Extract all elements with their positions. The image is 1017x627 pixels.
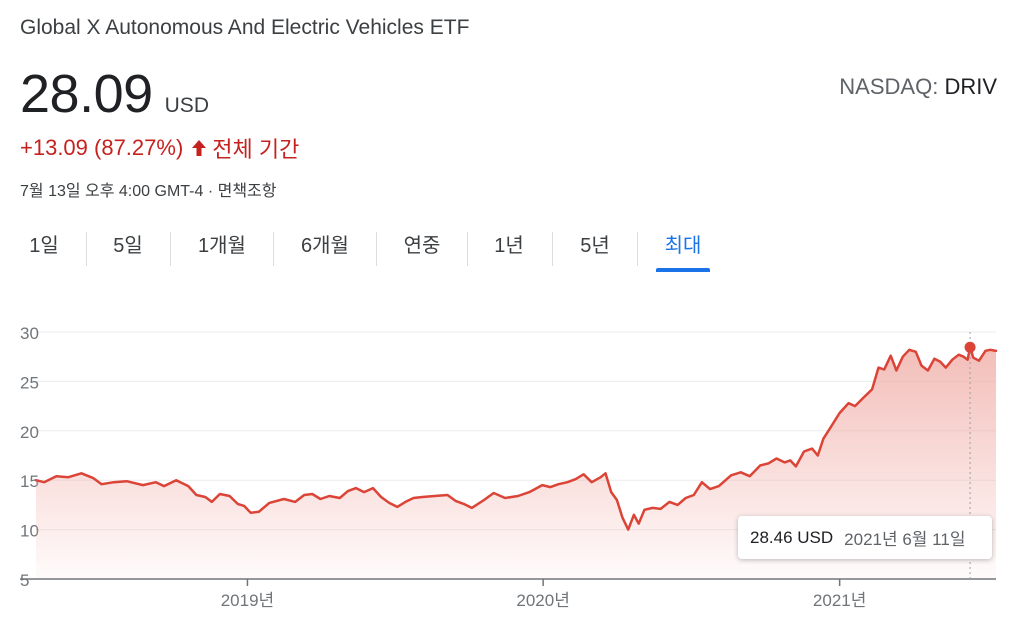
- tooltip-date: 2021년 6월 11일: [844, 530, 966, 549]
- current-price: 28.09: [20, 64, 153, 124]
- tab-divider: [637, 232, 638, 266]
- tab-1-month[interactable]: 1개월: [198, 235, 246, 257]
- price-row: 28.09 USD: [20, 63, 209, 125]
- tooltip-price: 28.46 USD: [750, 527, 834, 547]
- x-tick-label: 2020년: [516, 591, 569, 610]
- tab-divider: [170, 232, 171, 266]
- tab-5-days[interactable]: 5일: [113, 235, 143, 257]
- tab-divider: [467, 232, 468, 266]
- chart-tooltip: 28.46 USD 2021년 6월 11일: [738, 516, 992, 559]
- range-tabs: 1일 5일 1개월 6개월 연중 1년 5년 최대: [0, 226, 760, 272]
- tab-divider: [552, 232, 553, 266]
- x-tick-label: 2021년: [813, 591, 866, 610]
- tab-ytd[interactable]: 연중: [403, 235, 441, 257]
- price-change: +13.09 (87.27%) 전체 기간: [20, 132, 299, 164]
- y-tick-label: 5: [20, 571, 29, 590]
- y-tick-label: 30: [20, 324, 39, 343]
- price-chart[interactable]: 5 10 15 20 25 30 2019년 2020년 2021년: [0, 300, 1017, 627]
- price-currency: USD: [164, 94, 209, 117]
- timestamp-disclaimer: 7월 13일 오후 4:00 GMT-4 · 면책조항: [20, 183, 277, 200]
- tab-divider: [86, 232, 87, 266]
- x-tick-label: 2019년: [221, 591, 274, 610]
- ticker-symbol: DRIV: [944, 74, 997, 99]
- arrow-up-icon: [190, 138, 208, 158]
- exchange-label: NASDAQ:: [839, 74, 939, 99]
- y-tick-label: 20: [20, 423, 39, 442]
- tab-max[interactable]: 최대: [656, 226, 710, 272]
- tab-1-year[interactable]: 1년: [494, 235, 524, 257]
- etf-title: Global X Autonomous And Electric Vehicle…: [20, 16, 470, 39]
- tab-divider: [376, 232, 377, 266]
- series-line: [34, 345, 998, 531]
- exchange-ticker: NASDAQ: DRIV: [839, 74, 997, 100]
- tab-5-years[interactable]: 5년: [580, 235, 610, 257]
- change-value: +13.09 (87.27%): [20, 135, 184, 160]
- tab-divider: [273, 232, 274, 266]
- y-tick-label: 10: [20, 522, 39, 541]
- y-tick-label: 15: [20, 472, 39, 491]
- tab-6-months[interactable]: 6개월: [301, 235, 349, 257]
- y-tick-label: 25: [20, 373, 39, 392]
- hover-point: [964, 341, 976, 353]
- tab-1-day[interactable]: 1일: [29, 235, 59, 257]
- change-period: 전체 기간: [212, 137, 300, 162]
